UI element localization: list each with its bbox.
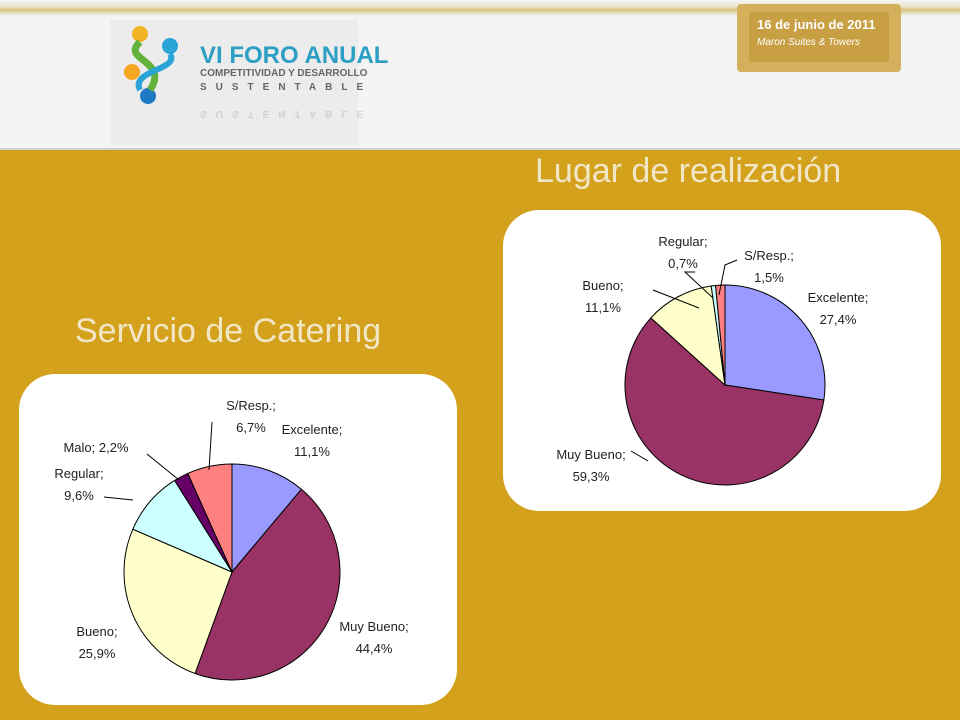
pie-slice-bueno (123, 528, 233, 675)
pie-slice-bueno (650, 285, 726, 387)
chart-title-catering: Servicio de Catering (75, 312, 382, 350)
pie-slice-excelente (724, 284, 826, 401)
leader-line (103, 496, 134, 501)
data-label-bueno: Bueno; 11,1% (582, 278, 623, 315)
date-badge-inner: 16 de junio de 2011 Maron Suites & Tower… (749, 12, 889, 62)
data-label-excelente: Excelente; 11,1% (282, 422, 343, 459)
chart-title-lugar: Lugar de realización (535, 152, 842, 190)
leader-line (683, 271, 714, 299)
header-bar: VI FORO ANUAL COMPETITIVIDAD Y DESARROLL… (0, 0, 960, 150)
leader-line (630, 450, 649, 462)
logo-subtitle: COMPETITIVIDAD Y DESARROLLO (200, 68, 368, 79)
data-label-regular: Regular; 9,6% (54, 466, 103, 503)
pie-slice-excelente (231, 463, 303, 574)
logo-emblem-icon (124, 26, 178, 104)
leader-line (208, 421, 213, 471)
header-gold-line (0, 0, 960, 16)
leader-line (652, 289, 700, 309)
data-label-regular: Regular; 0,7% (658, 234, 707, 271)
data-label-bueno: Bueno; 25,9% (76, 624, 117, 661)
pie-slice-muy-bueno (624, 317, 825, 486)
pie-chart-catering: Excelente; 11,1% Muy Bueno; 44,4% Bueno; 25,9… (54, 398, 409, 681)
logo-title: VI FORO ANUAL (200, 42, 389, 69)
data-label-s-resp: S/Resp.; 6,7% (226, 398, 276, 435)
forum-logo: VI FORO ANUAL COMPETITIVIDAD Y DESARROLL… (110, 20, 388, 145)
pie-slice-s-resp (715, 284, 726, 386)
leader-line (718, 259, 738, 296)
leader-line (146, 453, 180, 481)
event-date: 16 de junio de 2011 (757, 17, 876, 32)
date-badge: 16 de junio de 2011 Maron Suites & Tower… (737, 4, 901, 72)
logo-reflection: SUSTENTABLE (200, 108, 373, 119)
pie-chart-lugar: Excelente; 27,4% Muy Bueno; 59,3% Bueno; 11,1… (556, 234, 869, 486)
header-divider (0, 148, 960, 150)
data-label-excelente: Excelente; 27,4% (808, 290, 869, 327)
data-label-s-resp: S/Resp.; 1,5% (744, 248, 794, 285)
logo-subtitle-2: SUSTENTABLE (200, 82, 373, 93)
data-label-malo: Malo; 2,2% (63, 440, 128, 455)
data-label-muy-bueno: Muy Bueno; 59,3% (556, 447, 625, 484)
chart-panel-catering: Excelente; 11,1% Muy Bueno; 44,4% Bueno; 25,9… (19, 374, 457, 705)
pie-slice-muy-bueno (194, 488, 341, 681)
chart-panel-lugar: Excelente; 27,4% Muy Bueno; 59,3% Bueno; 11,1… (503, 210, 941, 511)
event-venue: Maron Suites & Towers (757, 37, 861, 48)
data-label-muy-bueno: Muy Bueno; 44,4% (339, 619, 408, 656)
